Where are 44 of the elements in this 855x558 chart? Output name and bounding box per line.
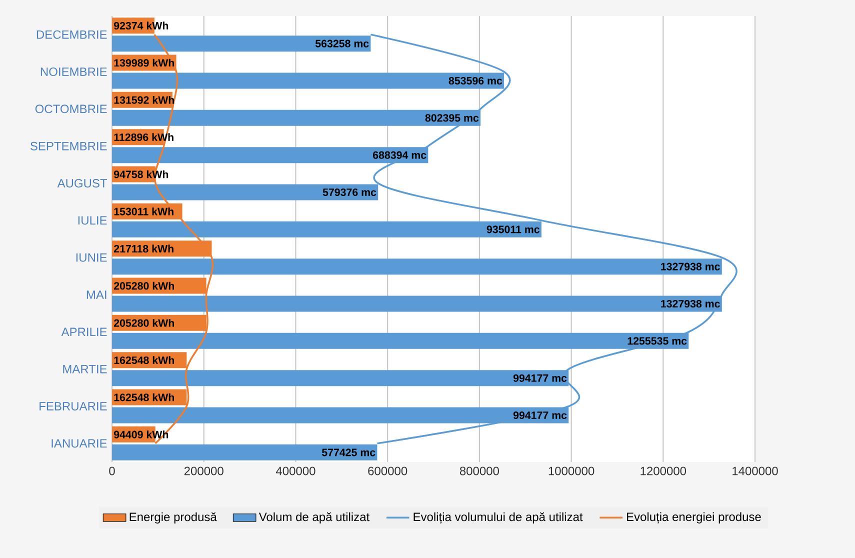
y-tick-label: OCTOMBRIE [35, 104, 107, 114]
y-tick-label: AUGUST [57, 179, 108, 188]
x-tick-label: 1200000 [640, 466, 686, 476]
data-label: 162548 kWh [114, 356, 174, 364]
y-tick-label: SEPTEMBRIE [30, 142, 107, 150]
x-tick-label: 200000 [184, 466, 224, 476]
data-label: 563258 mc [315, 40, 369, 48]
y-tick-label: MARTIE [63, 364, 107, 374]
data-label: 153011 kWh [114, 207, 174, 216]
data-label: 205280 kWh [114, 282, 174, 290]
data-label: 853596 mc [448, 76, 502, 85]
y-tick-label: IULIE [78, 216, 107, 225]
x-tick-label: 400000 [276, 466, 316, 476]
data-label: 217118 kWh [114, 244, 174, 253]
legend-label: Energie produsă [130, 512, 217, 524]
data-label: 994177 mc [513, 374, 567, 382]
data-label: 205280 kWh [114, 319, 174, 327]
bar [112, 444, 378, 460]
data-label: 577425 mc [322, 448, 376, 456]
data-label: 1327938 mc [661, 300, 720, 308]
data-label: 802395 mc [425, 114, 479, 122]
data-label: 935011 mc [486, 226, 540, 234]
x-tick-label: 1000000 [548, 466, 594, 476]
x-tick-label: 0 [109, 466, 115, 476]
legend-label: Evoluția energiei produse [627, 512, 761, 524]
data-label: 1327938 mc [661, 262, 720, 270]
legend-label: Evoliția volumului de apă utilizat [414, 512, 583, 524]
y-tick-label: APRILIE [61, 328, 107, 336]
data-label: 139989 kWh [114, 58, 174, 67]
y-tick-label: IANUARIE [52, 439, 107, 448]
legend-label: Volum de apă utilizat [258, 512, 370, 524]
data-label: 994177 mc [513, 411, 567, 420]
y-tick-label: DECEMBRIE [36, 30, 107, 39]
y-tick-label: IUNIE [76, 253, 107, 262]
data-label: 162548 kWh [114, 393, 174, 402]
x-tick-label: 800000 [460, 466, 499, 476]
data-label: 688394 mc [373, 151, 426, 159]
y-tick-label: FEBRUARIE [40, 402, 107, 410]
y-tick-label: NOIEMBRIE [40, 68, 107, 76]
y-tick-label: MAI [86, 290, 106, 299]
data-label: 579376 mc [322, 188, 376, 196]
x-tick-label: 1400000 [732, 466, 778, 476]
data-label: 1255535 mc [628, 337, 687, 345]
x-tick-label: 600000 [368, 466, 408, 476]
